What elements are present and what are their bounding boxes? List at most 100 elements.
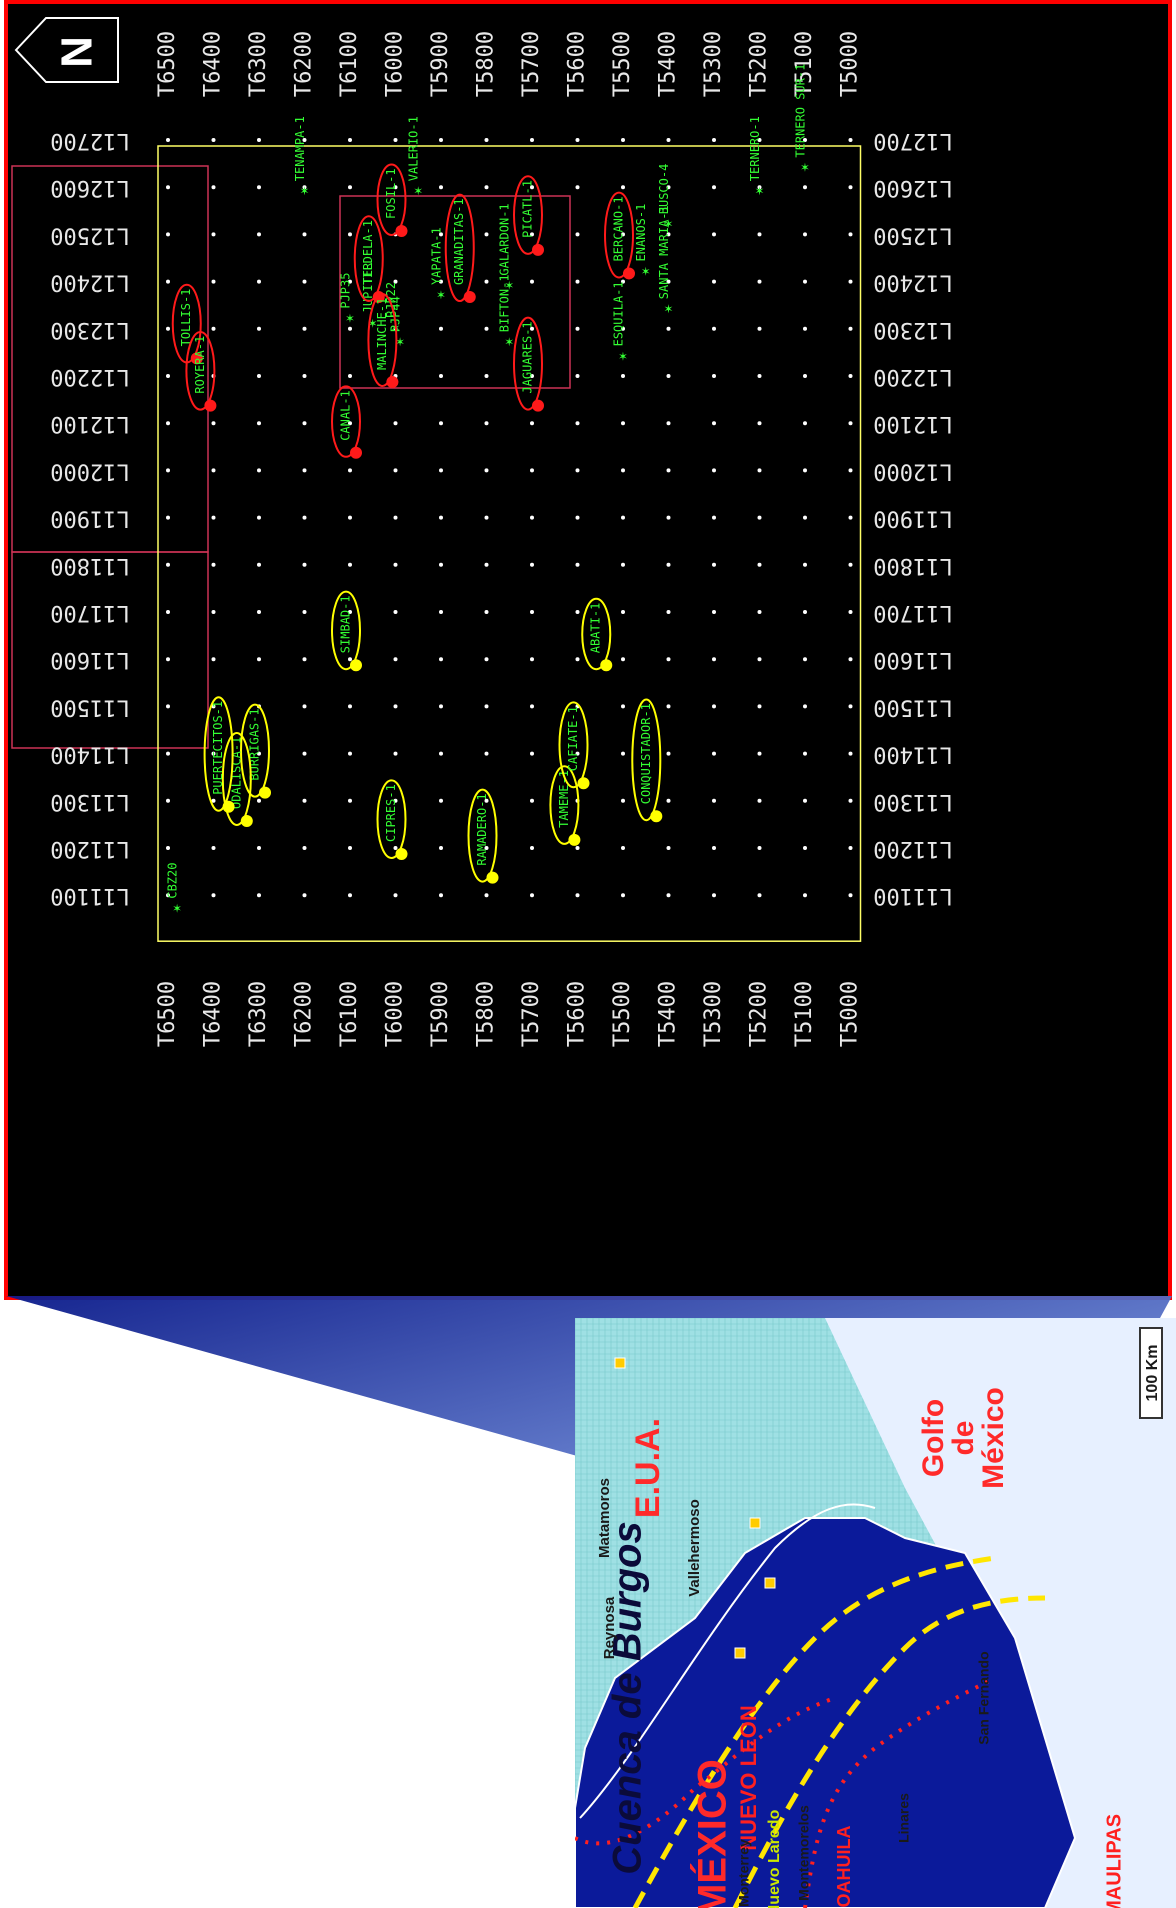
row-label-bottom: T5900 (428, 981, 453, 1047)
grid-node (393, 798, 398, 803)
grid-node (712, 515, 716, 520)
grid-node (575, 751, 580, 756)
row-label-top: T5600 (565, 31, 590, 97)
well-highlight-ellipse (331, 590, 361, 671)
grid-node (530, 232, 534, 237)
well-label: SANTA MARIA-1 (657, 205, 671, 299)
well-dot (350, 446, 362, 459)
grid-node (439, 798, 443, 803)
well-symbol: ✶ (396, 334, 405, 350)
grid-node (666, 798, 671, 803)
grid-node (393, 468, 398, 473)
north-arrow: N (14, 17, 119, 83)
well-marker: ✶ PJP35 (339, 273, 355, 327)
grid-node (166, 562, 170, 567)
grid-node (848, 610, 853, 614)
well-symbol: ✶ (505, 278, 514, 294)
grid-node (712, 893, 716, 898)
row-label-bottom: T5400 (656, 981, 681, 1047)
grid-node (712, 185, 716, 190)
region-label-mexico: MÉXICO (690, 1759, 735, 1908)
grid-node (712, 374, 716, 378)
grid-node (439, 893, 443, 898)
grid-node (712, 421, 716, 426)
well-label: ABATI-1 (589, 603, 603, 654)
grid-node (803, 893, 807, 898)
grid-node (348, 232, 352, 237)
well-symbol: ✶ (755, 183, 764, 199)
grid-border (157, 145, 862, 942)
well-highlight-ellipse (581, 597, 612, 671)
grid-node (666, 232, 671, 237)
grid-node (302, 232, 307, 237)
grid-node (211, 185, 216, 190)
survey-outline (11, 551, 209, 749)
grid-node (348, 657, 352, 662)
grid-node (257, 515, 261, 520)
grid-node (575, 893, 580, 898)
well-dot (532, 399, 544, 412)
grid-node (439, 279, 443, 284)
grid-node (439, 751, 443, 756)
well-marker: BURRIGAS-1 (240, 703, 271, 799)
grid-node (575, 326, 580, 331)
row-label-bottom: T6200 (292, 981, 317, 1047)
well-label: SIMBAD-1 (339, 595, 353, 653)
well-highlight-ellipse (221, 731, 252, 826)
grid-node (257, 798, 261, 803)
grid-node (348, 468, 352, 473)
row-label-top: T6500 (155, 31, 180, 97)
grid-node (666, 562, 671, 567)
well-marker: JAGUARES-1 (513, 316, 544, 412)
well-label: ESQUILA-1 (612, 281, 626, 346)
well-label: TERNERO-1 (748, 116, 762, 181)
grid-node (666, 279, 671, 284)
col-label-right: L11400 (873, 742, 952, 767)
grid-node (575, 421, 580, 426)
well-label: TERNERO SUR-1 (794, 64, 808, 158)
col-label-left: L11500 (50, 694, 129, 719)
row-label-top: T5400 (656, 31, 681, 97)
well-symbol: ✶ (346, 311, 355, 327)
grid-node (393, 846, 398, 850)
well-dot (259, 786, 271, 799)
well-highlight-ellipse (185, 331, 216, 411)
grid-node (302, 798, 307, 803)
row-label-top: T5200 (747, 31, 772, 97)
grid-node (848, 798, 853, 803)
grid-node (393, 279, 398, 284)
grid-node (348, 846, 352, 850)
grid-node (257, 185, 261, 190)
row-label-bottom: T5200 (747, 981, 772, 1047)
col-label-left: L11700 (50, 600, 129, 625)
row-label-bottom: T5000 (838, 981, 863, 1047)
well-dot (240, 814, 253, 827)
grid-node (393, 751, 398, 756)
grid-node (530, 138, 534, 142)
well-symbol: ✶ (437, 287, 446, 303)
row-label-top: T5900 (428, 31, 453, 97)
row-label-top: T5700 (519, 31, 544, 97)
grid-node (484, 562, 489, 567)
grid-node (348, 374, 352, 378)
col-label-left: L11400 (50, 742, 129, 767)
grid-node (848, 421, 853, 426)
well-marker: SIMBAD-1 (331, 590, 362, 672)
grid-node (302, 468, 307, 473)
well-marker: FOSIL-1 (376, 163, 408, 237)
col-label-right: L11600 (873, 647, 952, 672)
well-marker: ✶SANTA MARIA-1 (657, 205, 673, 317)
grid-node (166, 421, 170, 426)
grid-node (712, 798, 716, 803)
grid-node (575, 515, 580, 520)
grid-node (439, 326, 443, 331)
grid-node (211, 468, 216, 473)
grid-node (803, 562, 807, 567)
grid-node (211, 232, 216, 237)
grid-node (257, 232, 261, 237)
well-label: BIFTON-1 (498, 274, 512, 332)
grid-node (575, 846, 580, 850)
col-label-left: L11600 (50, 647, 129, 672)
grid-node (211, 421, 216, 426)
well-symbol: ✶ (664, 216, 673, 232)
